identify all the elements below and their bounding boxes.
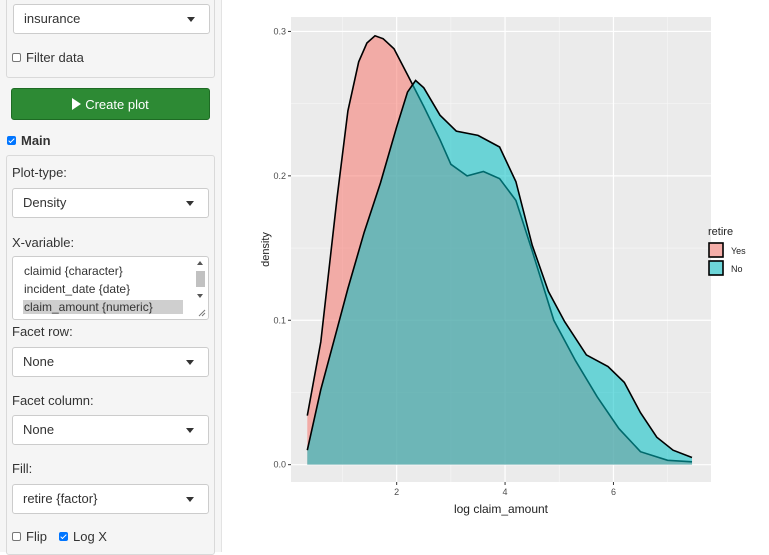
legend: retire Yes No — [708, 226, 746, 276]
checkbox-checked-icon — [7, 136, 16, 145]
y-tick-label: 0.0 — [273, 460, 286, 470]
scroll-down-icon[interactable] — [197, 294, 203, 298]
legend-key-no — [708, 260, 724, 276]
fill-value: retire {factor} — [23, 491, 98, 506]
y-tick-label: 0.1 — [273, 315, 286, 325]
x-variable-option-selected[interactable]: claim_amount {numeric} — [23, 300, 183, 314]
filter-data-label: Filter data — [26, 50, 84, 65]
x-tick-label: 6 — [611, 487, 616, 497]
chevron-down-icon — [187, 17, 195, 22]
flip-checkbox[interactable]: Flip — [12, 529, 47, 544]
x-variable-listbox[interactable]: claimid {character} incident_date {date}… — [12, 256, 209, 320]
data-panel: insurance Filter data — [6, 0, 215, 78]
plot-type-label: Plot-type: — [12, 165, 67, 180]
create-plot-label: Create plot — [85, 96, 149, 112]
scroll-up-icon[interactable] — [197, 261, 203, 265]
log-x-label: Log X — [73, 529, 107, 544]
facet-row-select[interactable]: None — [12, 347, 209, 377]
x-variable-option[interactable]: claimid {character} — [24, 264, 123, 278]
plot-area: 2 4 6 0.0 0.1 0.2 0.3 log claim_amount density… — [240, 0, 769, 552]
density-chart: 2 4 6 0.0 0.1 0.2 0.3 log claim_amount density… — [260, 17, 746, 516]
main-section-label: Main — [21, 133, 51, 148]
x-tick-label: 4 — [503, 487, 508, 497]
density-area-no — [307, 80, 693, 465]
chevron-down-icon — [186, 201, 194, 206]
chevron-down-icon — [186, 497, 194, 502]
x-axis-label: log claim_amount — [454, 502, 549, 516]
log-x-checkbox[interactable]: Log X — [59, 529, 107, 544]
filter-data-checkbox[interactable]: Filter data — [12, 50, 84, 65]
plot-type-value: Density — [23, 195, 67, 210]
legend-key-yes — [708, 242, 724, 258]
plot-type-select[interactable]: Density — [12, 188, 209, 218]
sidebar: insurance Filter data Create plot Main P… — [0, 0, 222, 555]
facet-column-value: None — [23, 422, 55, 437]
y-tick-label: 0.2 — [273, 171, 286, 181]
main-section-checkbox[interactable]: Main — [7, 133, 51, 148]
y-axis-label: density — [260, 232, 272, 267]
facet-row-value: None — [23, 354, 55, 369]
flip-label: Flip — [26, 529, 47, 544]
x-variable-option[interactable]: incident_date {date} — [24, 282, 131, 296]
facet-column-select[interactable]: None — [12, 415, 209, 445]
scrollbar-thumb[interactable] — [196, 271, 205, 287]
x-variable-label: X-variable: — [12, 235, 75, 250]
play-icon — [72, 98, 82, 110]
checkbox-icon — [12, 532, 21, 541]
create-plot-button[interactable]: Create plot — [11, 88, 210, 120]
fill-label: Fill: — [12, 461, 33, 476]
resize-handle-icon[interactable] — [198, 309, 206, 317]
facet-row-label: Facet row: — [12, 324, 73, 339]
listbox-scrollbar[interactable] — [195, 259, 206, 304]
facet-column-label: Facet column: — [12, 393, 94, 408]
chevron-down-icon — [186, 428, 194, 433]
legend-label-yes: Yes — [731, 246, 746, 256]
dataset-select-value: insurance — [24, 11, 81, 26]
density-line-no — [306, 79, 693, 459]
legend-label-no: No — [731, 264, 743, 274]
dataset-select[interactable]: insurance — [13, 4, 210, 34]
chevron-down-icon — [186, 360, 194, 365]
legend-title: retire — [708, 226, 733, 238]
checkbox-checked-icon — [59, 532, 68, 541]
x-tick-label: 2 — [394, 487, 399, 497]
checkbox-icon — [12, 53, 21, 62]
fill-select[interactable]: retire {factor} — [12, 484, 209, 514]
y-tick-label: 0.3 — [273, 26, 286, 36]
